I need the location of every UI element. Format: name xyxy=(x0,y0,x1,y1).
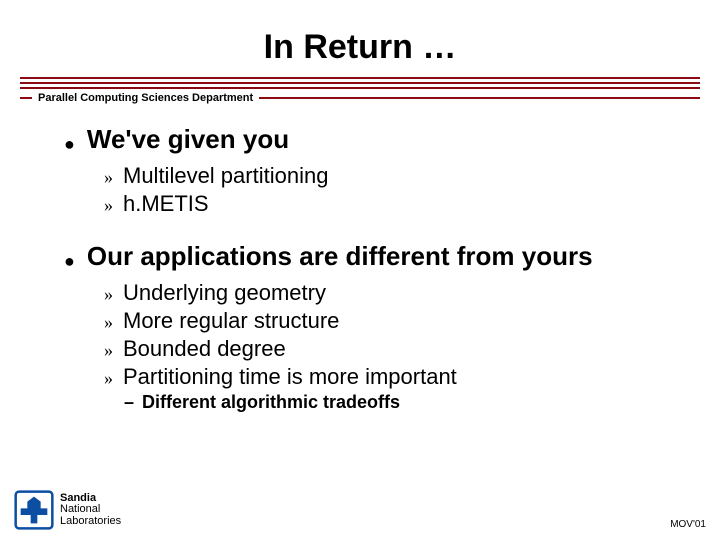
dash-text: Different algorithmic tradeoffs xyxy=(142,392,400,413)
logo-line3: Laboratories xyxy=(60,516,121,528)
title-rules: Parallel Computing Sciences Department xyxy=(20,77,700,104)
raquo-icon: » xyxy=(104,167,113,188)
sub-text: More regular structure xyxy=(123,308,339,334)
rule-line xyxy=(20,97,32,99)
sub-item: » More regular structure xyxy=(104,308,682,334)
raquo-icon: » xyxy=(104,368,113,389)
bullet-text: We've given you xyxy=(87,124,289,155)
raquo-icon: » xyxy=(104,340,113,361)
sub-item: » h.METIS xyxy=(104,191,682,217)
sub-text: Underlying geometry xyxy=(123,280,326,306)
bullet-item: ● We've given you » Multilevel partition… xyxy=(64,124,682,217)
raquo-icon: » xyxy=(104,195,113,216)
bullet-item: ● Our applications are different from yo… xyxy=(64,241,682,413)
sub-item: » Multilevel partitioning xyxy=(104,163,682,189)
disc-icon: ● xyxy=(64,135,75,153)
bullet-row: ● Our applications are different from yo… xyxy=(64,241,682,272)
sub-text: Partitioning time is more important xyxy=(123,364,457,390)
raquo-icon: » xyxy=(104,284,113,305)
footer: Sandia National Laboratories MOV'01 xyxy=(14,490,706,530)
sub-item: » Partitioning time is more important xyxy=(104,364,682,390)
bullet-text: Our applications are different from your… xyxy=(87,241,593,272)
sub-item: » Bounded degree xyxy=(104,336,682,362)
slide-title: In Return … xyxy=(20,28,700,67)
rule-line xyxy=(20,77,700,79)
department-row: Parallel Computing Sciences Department xyxy=(20,92,700,104)
bullet-row: ● We've given you xyxy=(64,124,682,155)
dash-item: – Different algorithmic tradeoffs xyxy=(104,392,682,413)
logo-text: Sandia National Laboratories xyxy=(60,493,121,528)
rule-line xyxy=(20,87,700,89)
disc-icon: ● xyxy=(64,252,75,270)
sub-text: Multilevel partitioning xyxy=(123,163,328,189)
sandia-logo: Sandia National Laboratories xyxy=(14,490,121,530)
rule-line xyxy=(20,82,700,84)
content-area: ● We've given you » Multilevel partition… xyxy=(20,110,700,413)
footer-right-label: MOV'01 xyxy=(670,519,706,530)
thunderbird-icon xyxy=(14,490,54,530)
dash-icon: – xyxy=(124,392,134,413)
sub-text: Bounded degree xyxy=(123,336,286,362)
rule-line xyxy=(259,97,700,99)
sub-list: » Underlying geometry » More regular str… xyxy=(64,280,682,413)
sub-text: h.METIS xyxy=(123,191,209,217)
raquo-icon: » xyxy=(104,312,113,333)
slide: In Return … Parallel Computing Sciences … xyxy=(0,0,720,540)
sub-item: » Underlying geometry xyxy=(104,280,682,306)
department-label: Parallel Computing Sciences Department xyxy=(38,92,253,104)
sub-list: » Multilevel partitioning » h.METIS xyxy=(64,163,682,217)
